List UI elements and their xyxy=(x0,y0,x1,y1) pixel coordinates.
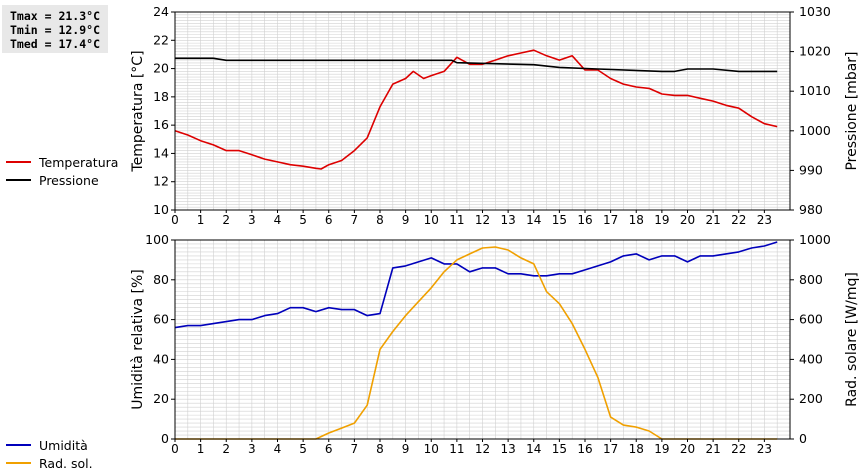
stats-box: Tmax = 21.3°C Tmin = 12.9°C Tmed = 17.4°… xyxy=(2,5,108,53)
x-tick-label: 12 xyxy=(475,442,490,456)
series-line-pressione xyxy=(175,57,778,73)
x-tick-label: 0 xyxy=(171,213,179,227)
y2-tick-label: 600 xyxy=(799,312,823,327)
x-tick-label: 12 xyxy=(475,213,490,227)
x-tick-label: 6 xyxy=(325,213,333,227)
x-tick-label: 22 xyxy=(731,442,746,456)
y2-tick-label: 1020 xyxy=(799,44,831,59)
x-tick-label: 13 xyxy=(500,442,515,456)
legend-item-humidity: Umidità xyxy=(6,436,93,454)
legend-label-pressure: Pressione xyxy=(39,172,99,188)
x-tick-label: 10 xyxy=(424,213,439,227)
tmed-text: Tmed = 17.4°C xyxy=(10,37,101,51)
x-tick-label: 5 xyxy=(299,213,307,227)
x-tick-label: 15 xyxy=(552,442,567,456)
x-tick-label: 11 xyxy=(449,213,464,227)
x-tick-label: 14 xyxy=(526,442,541,456)
y-tick-label: 0 xyxy=(161,431,169,446)
y-tick-label: 10 xyxy=(153,202,169,217)
y-axis-title: Temperatura [°C] xyxy=(130,50,146,172)
x-tick-label: 11 xyxy=(449,442,464,456)
y-tick-label: 14 xyxy=(153,145,169,160)
x-tick-label: 2 xyxy=(222,442,230,456)
y-tick-label: 12 xyxy=(153,174,169,189)
y2-tick-label: 1000 xyxy=(799,232,831,247)
series-line-temperatura xyxy=(174,49,778,170)
x-tick-label: 17 xyxy=(603,442,618,456)
x-tick-label: 17 xyxy=(603,213,618,227)
x-tick-label: 21 xyxy=(705,213,720,227)
tmin-text: Tmin = 12.9°C xyxy=(10,23,101,37)
x-tick-label: 8 xyxy=(376,442,384,456)
x-tick-label: 2 xyxy=(222,213,230,227)
x-tick-label: 23 xyxy=(757,442,772,456)
x-tick-label: 16 xyxy=(577,442,592,456)
legend-item-temperature: Temperatura xyxy=(6,153,118,171)
y2-tick-label: 200 xyxy=(799,391,823,406)
x-tick-label: 9 xyxy=(402,442,410,456)
tmax-text: Tmax = 21.3°C xyxy=(10,9,101,23)
y-tick-label: 60 xyxy=(153,312,169,327)
y-tick-label: 24 xyxy=(153,4,169,19)
legend-top: Temperatura Pressione xyxy=(6,153,118,189)
x-tick-label: 13 xyxy=(500,213,515,227)
x-tick-label: 3 xyxy=(248,213,256,227)
x-tick-label: 7 xyxy=(351,442,359,456)
x-tick-label: 3 xyxy=(248,442,256,456)
x-tick-label: 21 xyxy=(705,442,720,456)
legend-item-pressure: Pressione xyxy=(6,171,118,189)
y-tick-label: 20 xyxy=(153,61,169,76)
x-tick-label: 6 xyxy=(325,442,333,456)
y-tick-label: 40 xyxy=(153,351,169,366)
y2-tick-label: 400 xyxy=(799,351,823,366)
x-tick-label: 18 xyxy=(629,213,644,227)
x-tick-label: 0 xyxy=(171,442,179,456)
legend-label-humidity: Umidità xyxy=(39,437,88,453)
x-tick-label: 23 xyxy=(757,213,772,227)
y2-tick-label: 0 xyxy=(799,431,807,446)
legend-swatch-humidity xyxy=(6,444,31,446)
y2-axis-title: Pressione [mbar] xyxy=(844,51,860,170)
x-tick-label: 14 xyxy=(526,213,541,227)
series-line-umidit xyxy=(174,241,778,329)
y-tick-label: 80 xyxy=(153,272,169,287)
x-tick-label: 15 xyxy=(552,213,567,227)
y2-axis-title: Rad. solare [W/mq] xyxy=(844,272,860,407)
x-tick-label: 20 xyxy=(680,442,695,456)
x-tick-label: 5 xyxy=(299,442,307,456)
legend-swatch-temperature xyxy=(6,161,31,163)
x-tick-label: 22 xyxy=(731,213,746,227)
x-tick-label: 4 xyxy=(274,442,282,456)
x-tick-label: 8 xyxy=(376,213,384,227)
x-tick-label: 19 xyxy=(654,213,669,227)
y2-tick-label: 980 xyxy=(799,202,823,217)
y2-tick-label: 1030 xyxy=(799,4,831,19)
y-axis-title: Umidità relativa [%] xyxy=(130,269,146,410)
x-tick-label: 19 xyxy=(654,442,669,456)
y-tick-label: 16 xyxy=(153,117,169,132)
y-tick-label: 20 xyxy=(153,391,169,406)
x-tick-label: 20 xyxy=(680,213,695,227)
x-tick-label: 16 xyxy=(577,213,592,227)
x-tick-label: 9 xyxy=(402,213,410,227)
x-tick-label: 4 xyxy=(274,213,282,227)
x-tick-label: 18 xyxy=(629,442,644,456)
y-tick-label: 22 xyxy=(153,32,169,47)
legend-swatch-pressure xyxy=(6,179,31,181)
y-tick-label: 100 xyxy=(145,232,169,247)
y2-tick-label: 990 xyxy=(799,162,823,177)
y2-tick-label: 1000 xyxy=(799,123,831,138)
legend-swatch-radiation xyxy=(6,462,31,464)
x-tick-label: 1 xyxy=(197,213,205,227)
y2-tick-label: 1010 xyxy=(799,83,831,98)
y2-tick-label: 800 xyxy=(799,272,823,287)
x-tick-label: 10 xyxy=(424,442,439,456)
x-tick-label: 1 xyxy=(197,442,205,456)
x-tick-label: 7 xyxy=(351,213,359,227)
y-tick-label: 18 xyxy=(153,89,169,104)
legend-label-temperature: Temperatura xyxy=(39,154,119,170)
